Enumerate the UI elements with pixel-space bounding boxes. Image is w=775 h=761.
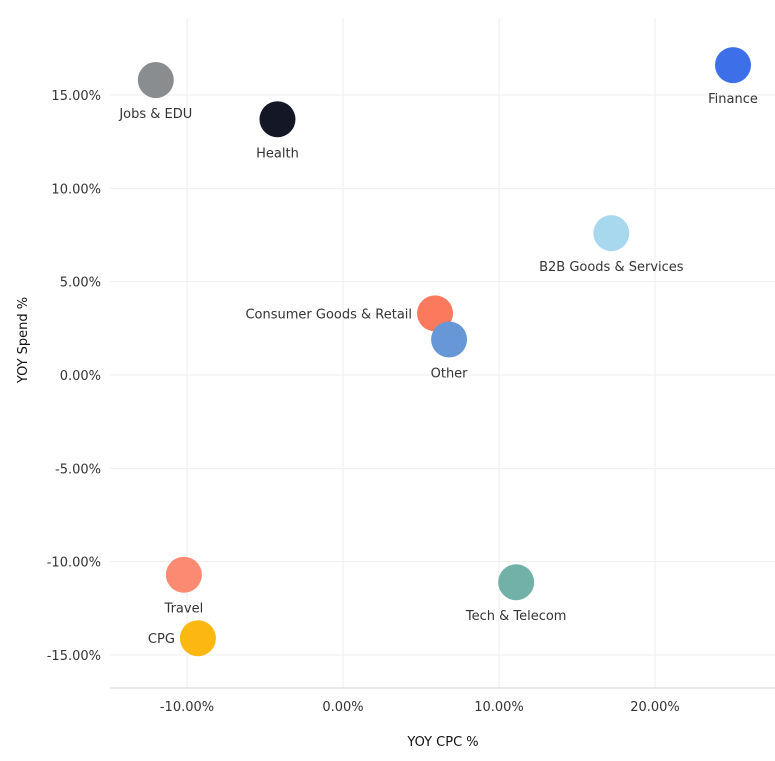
x-tick-labels: -10.00% 0.00% 10.00% 20.00% — [160, 700, 680, 715]
data-point — [165, 556, 202, 593]
y-tick-label: 0.00% — [60, 369, 101, 384]
y-tick-label: 5.00% — [60, 276, 101, 291]
point-label: Jobs & EDU — [118, 107, 192, 122]
y-tick-label: 15.00% — [51, 89, 101, 104]
y-tick-label: -5.00% — [55, 462, 101, 477]
x-tick-label: 0.00% — [322, 700, 363, 715]
point-label: Finance — [708, 92, 758, 107]
y-axis-title: YOY Spend % — [16, 297, 31, 384]
x-tick-label: -10.00% — [160, 700, 214, 715]
x-tick-label: 10.00% — [474, 700, 524, 715]
data-point — [498, 564, 535, 601]
gridlines — [110, 18, 775, 688]
point-label: B2B Goods & Services — [539, 260, 684, 275]
point-label: Consumer Goods & Retail — [245, 307, 412, 322]
data-points — [137, 47, 751, 657]
y-tick-labels: 15.00% 10.00% 5.00% 0.00% -5.00% -10.00% -15.0… — [47, 89, 101, 664]
data-point — [715, 47, 751, 84]
point-label: Travel — [164, 602, 204, 617]
data-point — [179, 620, 216, 657]
point-label: Tech & Telecom — [465, 609, 567, 624]
y-tick-label: -15.00% — [47, 649, 101, 664]
data-point — [431, 321, 468, 358]
x-axis-title: YOY CPC % — [406, 735, 478, 750]
y-tick-label: -10.00% — [47, 556, 101, 571]
point-labels: Jobs & EDU Health Finance B2B Goods & Servi… — [118, 92, 758, 647]
data-point — [137, 62, 174, 99]
data-point — [593, 215, 630, 252]
y-tick-label: 10.00% — [51, 182, 101, 197]
point-label: Health — [256, 146, 299, 161]
data-point — [259, 101, 296, 138]
point-label: CPG — [148, 632, 175, 647]
point-label: Other — [431, 367, 469, 382]
x-tick-label: 20.00% — [630, 700, 680, 715]
